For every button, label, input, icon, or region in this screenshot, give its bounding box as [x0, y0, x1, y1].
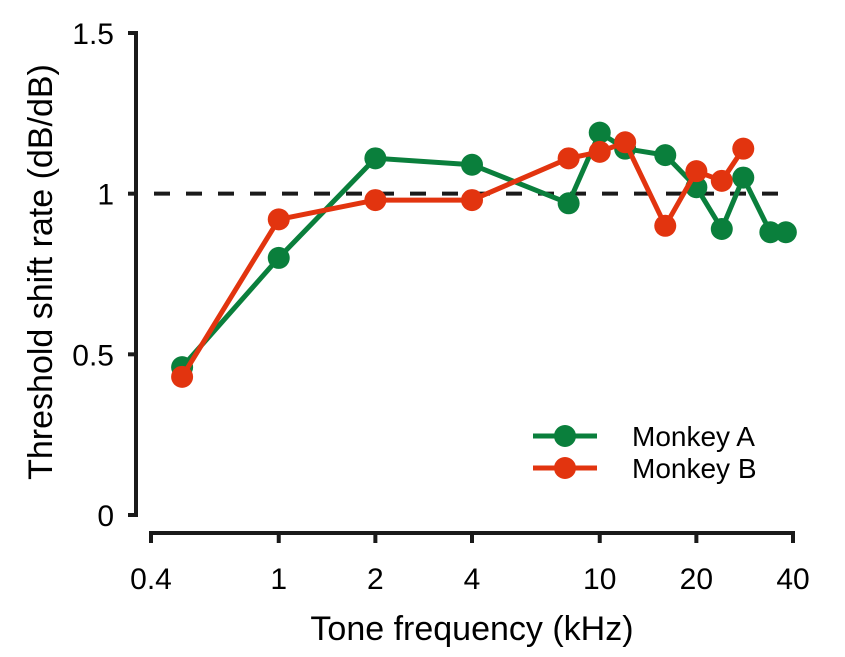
x-tick-label: 40: [776, 563, 809, 596]
series-monkey-b: [171, 131, 755, 388]
data-point: [732, 166, 755, 189]
y-tick-label: 1: [97, 179, 114, 212]
data-point: [710, 218, 733, 241]
data-point: [364, 189, 387, 212]
data-point: [732, 137, 755, 160]
legend-label: Monkey B: [632, 453, 757, 484]
data-point: [710, 169, 733, 192]
x-tick-label: 20: [680, 563, 713, 596]
series-line: [179, 139, 746, 379]
legend-marker: [554, 425, 576, 447]
x-axis: 0.4 1 2 4 10 20 40: [130, 531, 810, 596]
x-tick-label: 10: [583, 563, 616, 596]
legend-label: Monkey A: [632, 421, 755, 452]
data-point: [267, 246, 290, 269]
x-tick-label: 2: [367, 563, 384, 596]
data-point: [685, 160, 708, 183]
data-point: [267, 208, 290, 231]
data-point: [759, 221, 782, 244]
x-tick-label: 0.4: [130, 563, 172, 596]
series-monkey-a: [171, 121, 797, 379]
data-point: [461, 189, 483, 212]
data-point: [614, 131, 637, 154]
data-point: [557, 147, 580, 170]
data-point: [654, 214, 677, 237]
data-point: [588, 121, 611, 144]
y-tick-label: 0.5: [72, 339, 114, 372]
y-tick-label: 1.5: [72, 18, 114, 51]
y-axis: 0 0.5 1 1.5: [72, 18, 138, 533]
x-tick-label: 4: [464, 563, 481, 596]
data-point: [461, 153, 483, 176]
series-group: [171, 121, 797, 388]
x-axis-title: Tone frequency (kHz): [310, 610, 633, 648]
data-point: [364, 147, 387, 170]
data-point: [654, 144, 677, 167]
x-tick-label: 1: [270, 563, 287, 596]
y-tick-label: 0: [97, 500, 114, 533]
data-point: [774, 221, 797, 244]
y-axis-title: Threshold shift rate (dB/dB): [22, 64, 60, 480]
data-point: [171, 365, 194, 388]
legend-marker: [554, 457, 576, 479]
data-point: [588, 140, 611, 163]
data-point: [557, 192, 580, 215]
